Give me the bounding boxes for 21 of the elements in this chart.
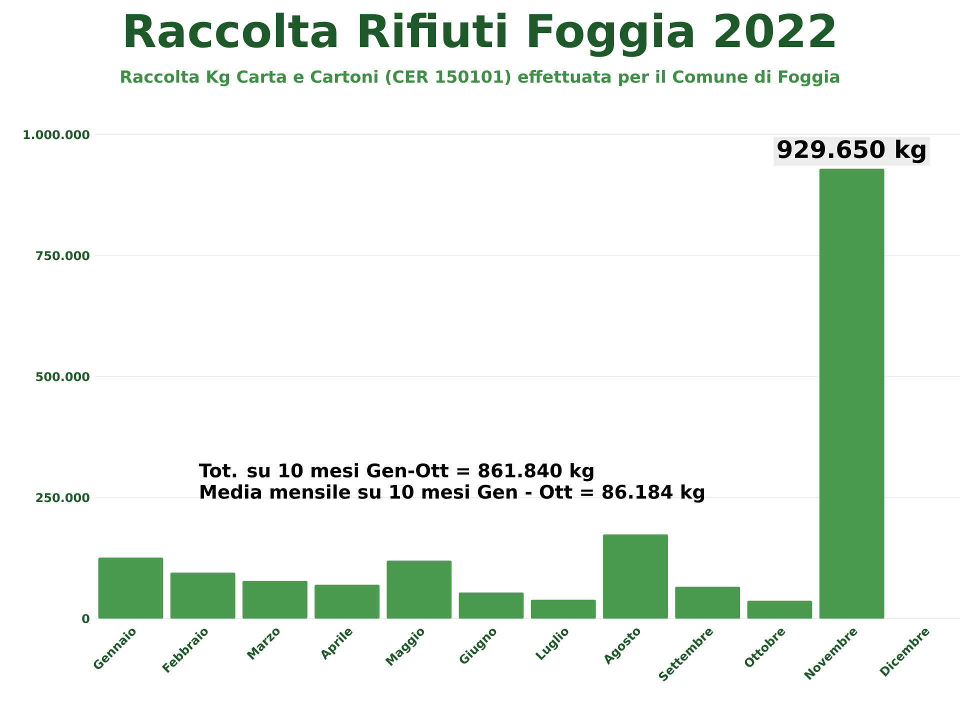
y-tick-label: 1.000.000: [24, 130, 90, 140]
bar: [603, 534, 668, 619]
y-tick-label: 500.000: [36, 372, 90, 382]
chart-subtitle: Raccolta Kg Carta e Cartoni (CER 150101) effettuata per il Comune di Foggia: [121, 70, 840, 86]
annotation: Media mensile su 10 mesi Gen - Ott = 86.184 kg: [200, 484, 704, 503]
bar: [242, 580, 308, 619]
y-tick-label: 750.000: [36, 251, 90, 260]
bar: [314, 584, 380, 619]
bar: [98, 558, 164, 619]
bar: [170, 572, 236, 619]
data-label: 929.650 kg: [778, 140, 926, 164]
y-tick-label: 250.000: [36, 493, 90, 502]
bar: [530, 600, 596, 619]
bar: [747, 600, 812, 619]
chart-title: Raccolta Rifiuti Foggia 2022: [126, 12, 834, 57]
annotation: Tot. su 10 mesi Gen-Ott = 861.840 kg: [198, 463, 594, 482]
bar: [819, 168, 884, 619]
bar: [458, 592, 524, 619]
bar: [675, 586, 740, 619]
bar: [386, 560, 452, 619]
y-tick-label: 0: [82, 614, 90, 624]
